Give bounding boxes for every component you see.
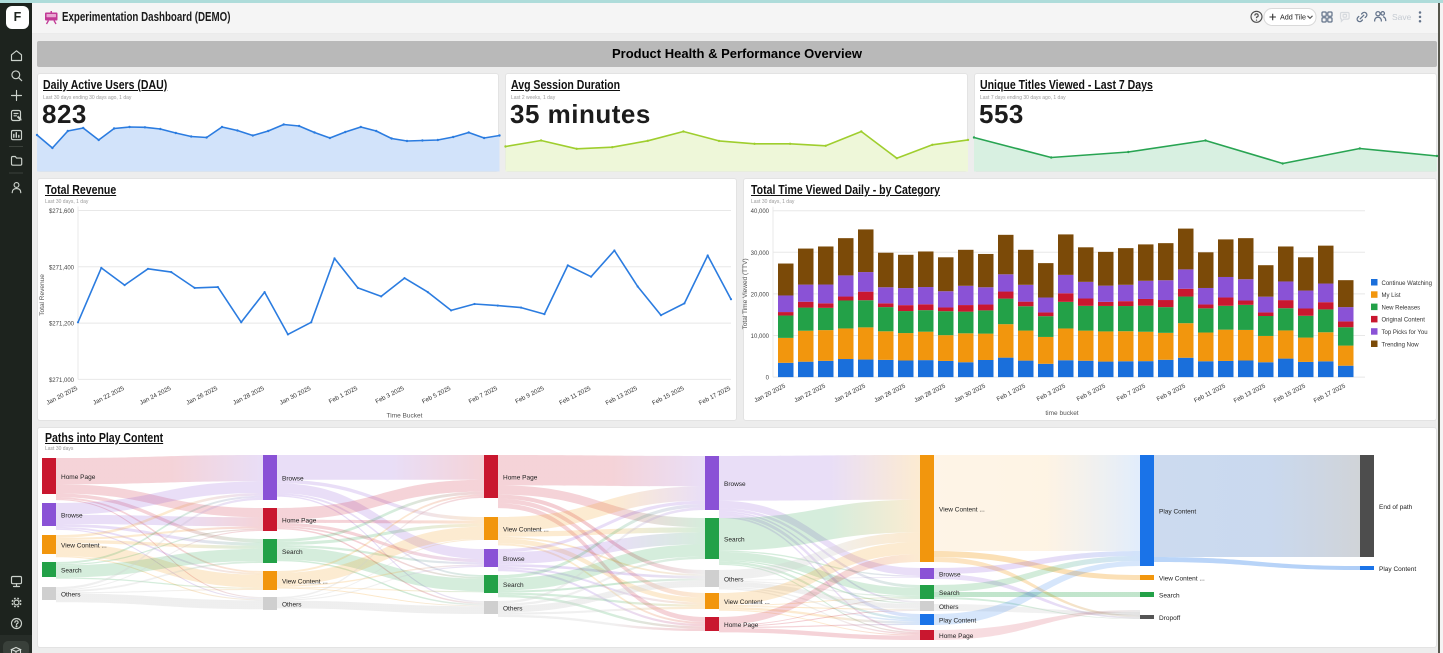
svg-text:End of path: End of path <box>1379 504 1413 511</box>
svg-text:Browse: Browse <box>61 512 83 519</box>
svg-text:Home Page: Home Page <box>724 622 759 629</box>
svg-text:0: 0 <box>766 376 770 382</box>
svg-text:Original Content: Original Content <box>1382 318 1426 324</box>
svg-text:30,000: 30,000 <box>751 251 770 257</box>
svg-text:View Content ...: View Content ... <box>724 599 770 606</box>
svg-text:Home Page: Home Page <box>61 474 96 481</box>
svg-text:Time Bucket: Time Bucket <box>387 412 423 419</box>
svg-text:Continue Watching: Continue Watching <box>1382 281 1432 287</box>
svg-text:time bucket: time bucket <box>1045 410 1078 417</box>
svg-text:$271,000: $271,000 <box>49 378 75 384</box>
svg-text:View Content ...: View Content ... <box>939 506 985 513</box>
svg-text:Dropoff: Dropoff <box>1159 615 1180 622</box>
svg-text:10,000: 10,000 <box>751 334 770 340</box>
svg-text:$271,400: $271,400 <box>49 265 75 271</box>
svg-text:$271,200: $271,200 <box>49 322 75 328</box>
svg-text:View Content ...: View Content ... <box>282 578 328 585</box>
svg-text:Play Content: Play Content <box>1379 566 1416 573</box>
svg-text:Others: Others <box>282 601 302 608</box>
svg-text:Top Picks for You: Top Picks for You <box>1382 330 1428 336</box>
svg-text:Others: Others <box>61 591 81 598</box>
svg-text:Save: Save <box>1392 12 1412 22</box>
svg-text:Browse: Browse <box>282 475 304 482</box>
svg-text:Search: Search <box>1159 592 1180 599</box>
svg-text:$271,600: $271,600 <box>49 209 75 215</box>
svg-text:Browse: Browse <box>503 556 525 563</box>
svg-text:Total Time Viewed (TTV): Total Time Viewed (TTV) <box>742 258 749 329</box>
svg-text:Browse: Browse <box>724 481 746 488</box>
svg-text:View Content ...: View Content ... <box>61 542 107 549</box>
svg-text:Add Tile: Add Tile <box>1280 13 1306 22</box>
svg-text:Search: Search <box>61 567 82 574</box>
svg-text:Search: Search <box>503 582 524 589</box>
svg-text:Others: Others <box>503 605 523 612</box>
svg-text:Search: Search <box>282 549 303 556</box>
svg-text:Home Page: Home Page <box>939 633 974 640</box>
svg-text:Trending Now: Trending Now <box>1382 342 1420 348</box>
svg-text:Others: Others <box>939 604 959 611</box>
svg-text:New Releases: New Releases <box>1382 305 1421 311</box>
svg-text:Home Page: Home Page <box>282 517 317 524</box>
svg-text:Search: Search <box>939 590 960 597</box>
svg-text:Others: Others <box>724 576 744 583</box>
svg-text:20,000: 20,000 <box>751 292 770 298</box>
svg-text:Home Page: Home Page <box>503 474 538 481</box>
svg-text:Search: Search <box>724 536 745 543</box>
svg-text:Browse: Browse <box>939 571 961 578</box>
svg-text:My List: My List <box>1382 293 1401 299</box>
svg-text:View Content ...: View Content ... <box>1159 575 1205 582</box>
svg-text:Total Revenue: Total Revenue <box>39 274 46 316</box>
svg-text:Play Content: Play Content <box>1159 508 1196 515</box>
svg-text:40,000: 40,000 <box>751 209 770 215</box>
svg-text:View Content ...: View Content ... <box>503 526 549 533</box>
svg-text:Play Content: Play Content <box>939 617 976 624</box>
